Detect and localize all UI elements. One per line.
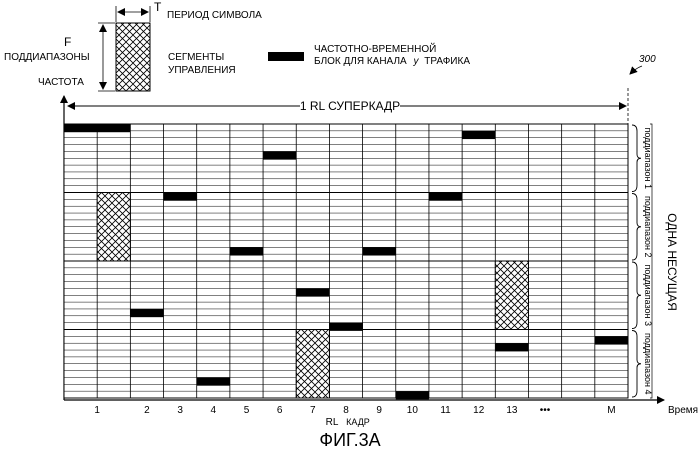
legend-symbol-period: ПЕРИОД СИМВОЛА <box>167 10 262 21</box>
time-frequency-grid <box>64 124 628 398</box>
superframe-label: 1 RL СУПЕРКАДР <box>300 99 400 113</box>
frame-label-13: 13 <box>506 405 518 416</box>
frame-label-14: ••• <box>540 405 551 416</box>
frame-label-2: 2 <box>144 405 150 416</box>
control-segment-2 <box>296 330 329 399</box>
frame-label-3: 3 <box>177 405 183 416</box>
subband-brace-2 <box>632 194 641 261</box>
subband-brace-4 <box>632 331 641 398</box>
frame-label-6: 6 <box>277 405 283 416</box>
frame-label-15: M <box>607 405 615 416</box>
legend-traffic-line2: БЛОК ДЛЯ КАНАЛА у ТРАФИКА <box>314 56 470 67</box>
traffic-block-7 <box>363 247 396 255</box>
frame-label-9: 9 <box>376 405 382 416</box>
traffic-block-1 <box>64 124 130 132</box>
frame-label-4: 4 <box>211 405 217 416</box>
frame-label-12: 12 <box>473 405 485 416</box>
traffic-block-3 <box>462 131 495 139</box>
subband-brace-3 <box>632 262 641 329</box>
reference-number: 300 <box>630 54 656 74</box>
reference-leader <box>630 66 642 74</box>
traffic-block-10 <box>595 336 628 344</box>
legend-control-segment-swatch <box>116 23 150 91</box>
traffic-block-6 <box>230 247 263 255</box>
frame-label-10: 10 <box>407 405 419 416</box>
control-segment-3 <box>495 261 528 330</box>
traffic-block-11 <box>329 323 362 331</box>
reference-number-text: 300 <box>639 54 656 65</box>
frame-label-8: 8 <box>343 405 349 416</box>
frame-label-1: 1 <box>94 405 100 416</box>
legend-control-segments-line2: УПРАВЛЕНИЯ <box>168 65 236 76</box>
frame-label-11: 11 <box>440 405 451 416</box>
subband-label-3: поддиапазон 3 <box>643 264 653 326</box>
legend-traffic-block-swatch <box>268 52 304 61</box>
rl-frame-label-line2: КАДР <box>346 417 370 427</box>
legend-t-label: T <box>154 0 162 14</box>
rl-frame-label-line1: RL <box>326 417 339 428</box>
frame-labels: 12345678910111213•••M <box>94 405 615 416</box>
legend-subbands: ПОДДИАПАЗОНЫ <box>4 52 90 63</box>
legend-traffic-line1: ЧАСТОТНО-ВРЕМЕННОЙ <box>314 42 436 55</box>
frame-label-7: 7 <box>310 405 316 416</box>
figure-caption: ФИГ.3А <box>319 430 380 450</box>
control-segment-1 <box>97 193 130 262</box>
traffic-block-4 <box>164 193 197 201</box>
traffic-block-8 <box>296 288 329 296</box>
time-axis-label: Время <box>668 405 698 416</box>
frame-label-5: 5 <box>244 405 250 416</box>
legend-f-label: F <box>64 35 71 49</box>
traffic-block-13 <box>197 377 230 385</box>
traffic-block-14 <box>396 391 429 399</box>
subband-brace-1 <box>632 125 641 192</box>
legend-frequency: ЧАСТОТА <box>38 77 84 88</box>
subband-braces: поддиапазон 1 поддиапазон 2 поддиапазон 3 п… <box>632 124 653 398</box>
subband-label-2: поддиапазон 2 <box>643 196 653 258</box>
traffic-block-9 <box>130 309 163 317</box>
subband-label-4: поддиапазон 4 <box>643 333 653 395</box>
subband-label-1: поддиапазон 1 <box>643 127 653 189</box>
legend: T ПЕРИОД СИМВОЛА F ПОДДИАПАЗОНЫ ЧАСТОТА … <box>4 0 470 91</box>
traffic-block-2 <box>263 151 296 159</box>
legend-control-segments-line1: СЕГМЕНТЫ <box>168 52 224 63</box>
traffic-block-12 <box>495 343 528 351</box>
traffic-block-5 <box>429 193 462 201</box>
carrier-label: ОДНА НЕСУЩАЯ <box>665 213 679 311</box>
